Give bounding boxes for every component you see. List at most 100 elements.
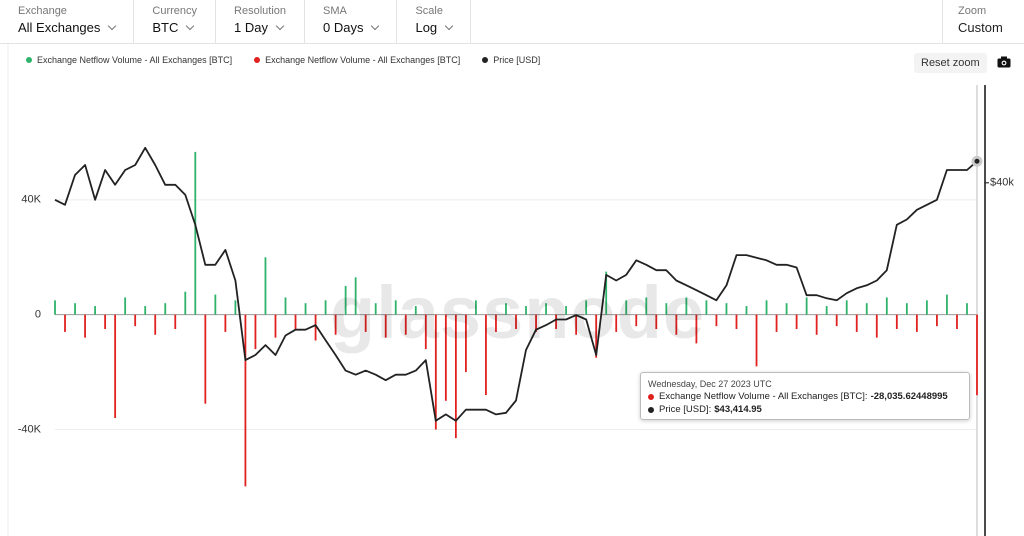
- bar: [254, 314, 257, 350]
- bar: [304, 303, 307, 315]
- y-tick-label: 40K: [21, 194, 41, 206]
- dropdown[interactable]: Exchange All Exchanges: [0, 0, 135, 43]
- dropdown[interactable]: Currency BTC: [134, 0, 217, 43]
- tooltip-row: Price [USD]: $43,414.95: [648, 404, 962, 415]
- bar: [84, 314, 86, 338]
- bar: [194, 151, 197, 315]
- control-label: Scale: [415, 5, 443, 17]
- bar: [244, 314, 247, 487]
- bar: [324, 300, 327, 315]
- bar: [344, 285, 347, 315]
- bar: [555, 314, 557, 330]
- bar: [625, 300, 628, 315]
- legend-marker: [26, 57, 32, 63]
- bar: [424, 314, 427, 350]
- bar: [104, 314, 107, 330]
- dropdown[interactable]: SMA 0 Days: [305, 0, 398, 43]
- tooltip-row: Exchange Netflow Volume - All Exchanges …: [648, 391, 962, 402]
- bar: [124, 297, 127, 315]
- bar: [164, 303, 167, 315]
- bar: [855, 314, 858, 332]
- bar: [264, 257, 267, 315]
- tooltip: Wednesday, Dec 27 2023 UTC Exchange Netf…: [640, 372, 970, 420]
- bar: [525, 306, 527, 315]
- reset-zoom-button[interactable]: Reset zoom: [914, 53, 987, 73]
- control-label: Resolution: [234, 5, 286, 17]
- bar: [865, 303, 868, 315]
- bar: [885, 297, 888, 315]
- control-value[interactable]: All Exchanges: [18, 20, 115, 35]
- legend-item[interactable]: Exchange Netflow Volume - All Exchanges …: [254, 55, 460, 65]
- bar: [936, 314, 938, 327]
- bar: [174, 314, 177, 330]
- control-label: Currency: [152, 5, 198, 17]
- bar: [374, 303, 377, 315]
- control-value[interactable]: 1 Day: [234, 20, 286, 35]
- bar: [434, 314, 437, 430]
- bar: [695, 314, 698, 344]
- legend-marker: [254, 57, 261, 63]
- bar: [284, 297, 287, 315]
- watermark: glassnode: [330, 271, 705, 354]
- bar: [64, 314, 66, 332]
- bar: [715, 314, 718, 327]
- control-value[interactable]: BTC: [152, 20, 197, 35]
- bar: [655, 314, 658, 330]
- dropdown[interactable]: Resolution 1 Day: [216, 0, 305, 43]
- tooltip-label: Exchange Netflow Volume - All Exchanges …: [659, 391, 868, 402]
- tooltip-label: Price [USD]:: [659, 404, 712, 415]
- bar: [665, 303, 668, 315]
- legend: Exchange Netflow Volume - All Exchanges …: [26, 55, 562, 65]
- bar: [946, 294, 948, 315]
- control-label: Zoom: [958, 5, 987, 17]
- camera-icon[interactable]: [997, 56, 1011, 68]
- bar: [675, 314, 678, 335]
- bar: [805, 297, 808, 315]
- bar: [464, 314, 467, 373]
- bar: [585, 300, 588, 315]
- bar: [394, 300, 397, 315]
- bar: [966, 303, 968, 315]
- legend-item[interactable]: Exchange Netflow Volume - All Exchanges …: [26, 55, 232, 65]
- control-value[interactable]: Log: [415, 20, 452, 35]
- bar: [384, 314, 387, 338]
- bar: [545, 303, 547, 315]
- bar: [214, 294, 217, 315]
- zoom-control[interactable]: Zoom Custom: [942, 0, 1024, 43]
- control-label: Exchange: [18, 5, 67, 17]
- bar: [114, 314, 117, 419]
- control-value[interactable]: Custom: [958, 20, 1003, 35]
- bar: [334, 314, 337, 335]
- bar: [915, 314, 918, 332]
- legend-item[interactable]: Price [USD]: [482, 55, 540, 65]
- y2-tick-label: $40k: [990, 177, 1014, 189]
- bar: [94, 306, 96, 315]
- legend-label: Exchange Netflow Volume - All Exchanges …: [37, 55, 233, 65]
- tooltip-marker: [648, 406, 654, 413]
- bar: [725, 303, 728, 315]
- bar: [785, 303, 788, 315]
- bar: [905, 303, 908, 315]
- bar: [475, 300, 477, 315]
- bar: [755, 314, 758, 367]
- bar: [605, 271, 608, 315]
- bar: [234, 300, 237, 315]
- bar: [765, 300, 768, 315]
- bar: [825, 306, 828, 315]
- bar: [224, 314, 227, 332]
- legend-label: Exchange Netflow Volume - All Exchanges …: [265, 55, 461, 65]
- bar: [535, 314, 537, 332]
- price-line: [54, 146, 978, 422]
- hover-point: [971, 155, 983, 167]
- bar: [414, 306, 417, 315]
- dropdown[interactable]: Scale Log: [397, 0, 472, 43]
- control-value[interactable]: 0 Days: [323, 20, 378, 35]
- legend-marker: [482, 57, 489, 63]
- bar: [134, 314, 137, 327]
- bar: [505, 303, 507, 315]
- bar: [294, 314, 297, 330]
- bar: [795, 314, 798, 330]
- bar: [775, 314, 778, 332]
